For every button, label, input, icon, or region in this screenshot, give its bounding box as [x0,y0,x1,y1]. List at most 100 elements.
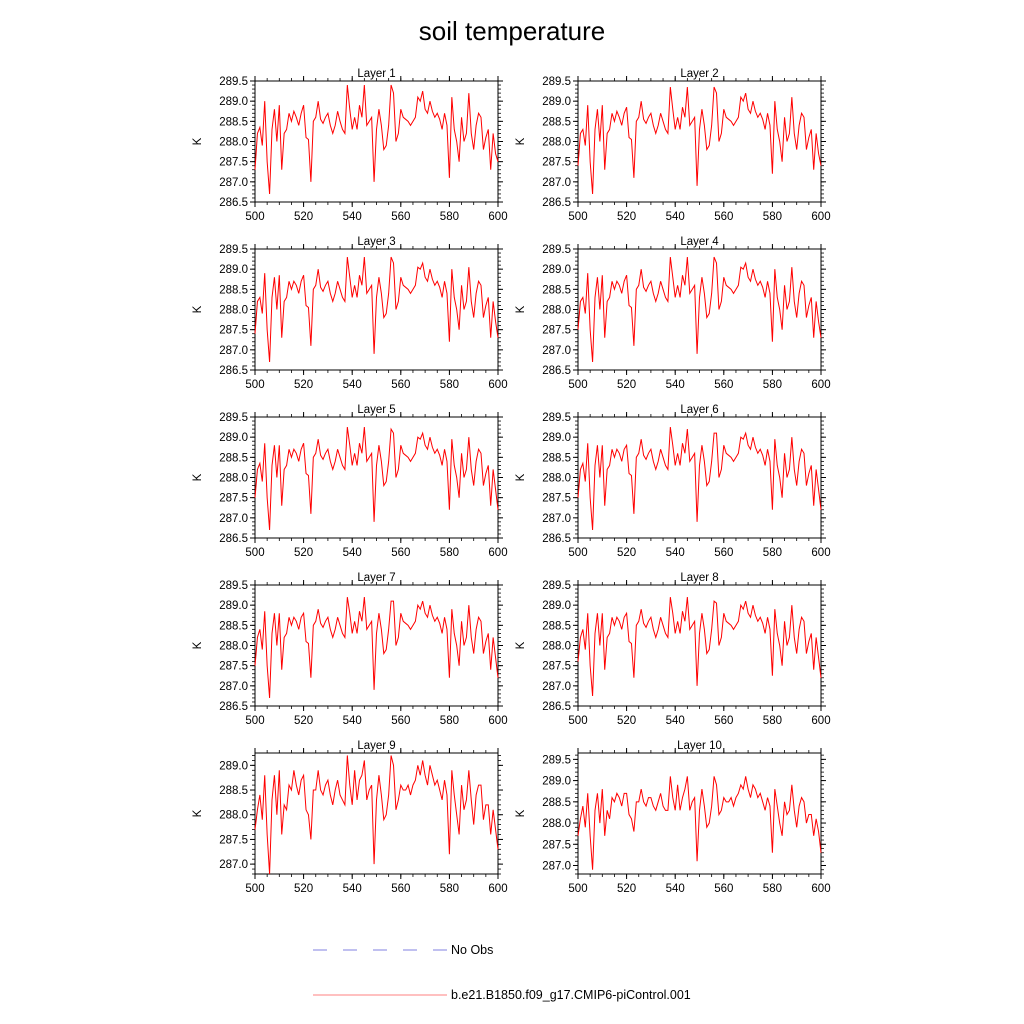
plot-frame [254,416,499,539]
x-tick-label: 560 [391,211,410,223]
y-tick-label: 289.5 [542,76,571,88]
x-tick-label: 560 [391,883,410,895]
y-tick-label: 288.0 [219,810,248,822]
x-tick-label: 580 [440,547,459,559]
panel-layer-9: Layer 9 287.0 287.5 288.0 288.5 289.0 500 520 54… [192,740,508,895]
x-tick-label: 600 [811,715,830,727]
plot-frame [254,752,499,875]
y-tick-label: 287.5 [542,661,571,673]
x-tick-label: 540 [666,379,685,391]
y-axis-label: K [515,641,527,649]
legend-obs-label: No Obs [451,943,493,957]
y-tick-label: 288.5 [542,284,571,296]
x-tick-label: 520 [294,715,313,727]
y-tick-label: 287.0 [542,681,571,693]
x-tick-label: 520 [294,883,313,895]
y-tick-label: 287.0 [542,177,571,189]
series-line [577,597,822,696]
x-tick-label: 600 [811,547,830,559]
panels: Layer 1 286.5 287.0 287.5 288.0 288.5 289.0 289… [192,68,831,895]
plot-frame [254,80,499,203]
legend-model-label: b.e21.B1850.f09_g17.CMIP6-piControl.001 [451,988,691,1002]
y-tick-label: 287.5 [542,157,571,169]
y-tick-label: 288.5 [219,284,248,296]
x-tick-label: 600 [811,379,830,391]
x-tick-label: 600 [811,211,830,223]
y-tick-label: 288.5 [219,785,248,797]
y-tick-label: 288.0 [219,473,248,485]
x-tick-label: 560 [714,883,733,895]
y-tick-label: 289.0 [219,264,248,276]
panel-layer-10: Layer 10 287.0 287.5 288.0 288.5 289.0 289.5 50… [515,740,831,895]
x-tick-label: 500 [568,547,587,559]
plot-frame [577,416,822,539]
x-tick-label: 580 [763,715,782,727]
series-line [577,776,822,870]
y-tick-label: 288.0 [542,137,571,149]
y-tick-label: 289.5 [219,76,248,88]
y-tick-label: 288.0 [219,641,248,653]
x-tick-label: 600 [488,715,507,727]
y-axis-label: K [515,809,527,817]
x-tick-label: 540 [343,883,362,895]
y-axis-label: K [515,473,527,481]
x-tick-label: 500 [568,715,587,727]
y-tick-label: 287.5 [542,839,571,851]
x-tick-label: 500 [245,883,264,895]
y-tick-label: 289.0 [219,96,248,108]
panel-title: Layer 3 [357,236,395,248]
x-tick-label: 580 [763,547,782,559]
y-tick-label: 289.5 [542,412,571,424]
x-tick-label: 500 [568,211,587,223]
panel-title: Layer 4 [680,236,719,248]
y-tick-label: 287.5 [219,661,248,673]
x-tick-label: 540 [666,211,685,223]
x-tick-label: 600 [488,883,507,895]
x-tick-label: 600 [488,211,507,223]
y-tick-label: 287.5 [542,325,571,337]
y-tick-label: 287.0 [542,861,571,873]
y-axis-label: K [515,305,527,313]
x-tick-label: 540 [343,379,362,391]
y-tick-label: 288.5 [542,797,571,809]
y-tick-label: 288.0 [542,305,571,317]
y-axis-label: K [192,809,204,817]
x-tick-label: 520 [294,547,313,559]
x-tick-label: 540 [343,715,362,727]
x-tick-label: 560 [391,547,410,559]
panel-layer-5: Layer 5 286.5 287.0 287.5 288.0 288.5 289.0 289… [192,404,508,559]
y-tick-label: 287.0 [219,859,248,871]
y-tick-label: 286.5 [219,701,248,713]
x-tick-label: 520 [617,883,636,895]
y-tick-label: 287.5 [219,325,248,337]
x-tick-label: 520 [294,379,313,391]
x-tick-label: 580 [763,379,782,391]
y-tick-label: 287.5 [219,157,248,169]
x-tick-label: 500 [245,211,264,223]
y-tick-label: 287.0 [219,177,248,189]
y-tick-label: 287.0 [542,345,571,357]
y-tick-label: 289.0 [542,432,571,444]
x-tick-label: 560 [714,547,733,559]
x-tick-label: 580 [440,211,459,223]
panel-title: Layer 9 [357,740,395,752]
panel-layer-8: Layer 8 286.5 287.0 287.5 288.0 288.5 289.0 289… [515,572,831,727]
x-tick-label: 580 [440,715,459,727]
x-tick-label: 580 [763,883,782,895]
y-tick-label: 286.5 [542,533,571,545]
y-axis-label: K [192,473,204,481]
y-tick-label: 289.0 [219,600,248,612]
panel-layer-1: Layer 1 286.5 287.0 287.5 288.0 288.5 289.0 289… [192,68,508,223]
x-tick-label: 560 [391,715,410,727]
figure-title: soil temperature [419,16,605,46]
series-line [577,256,822,362]
y-tick-label: 288.0 [219,305,248,317]
panel-title: Layer 7 [357,572,395,584]
x-tick-label: 520 [617,715,636,727]
series-line [577,86,822,194]
y-tick-label: 286.5 [219,365,248,377]
y-tick-label: 286.5 [219,533,248,545]
y-tick-label: 289.5 [542,580,571,592]
y-tick-label: 287.5 [219,834,248,846]
